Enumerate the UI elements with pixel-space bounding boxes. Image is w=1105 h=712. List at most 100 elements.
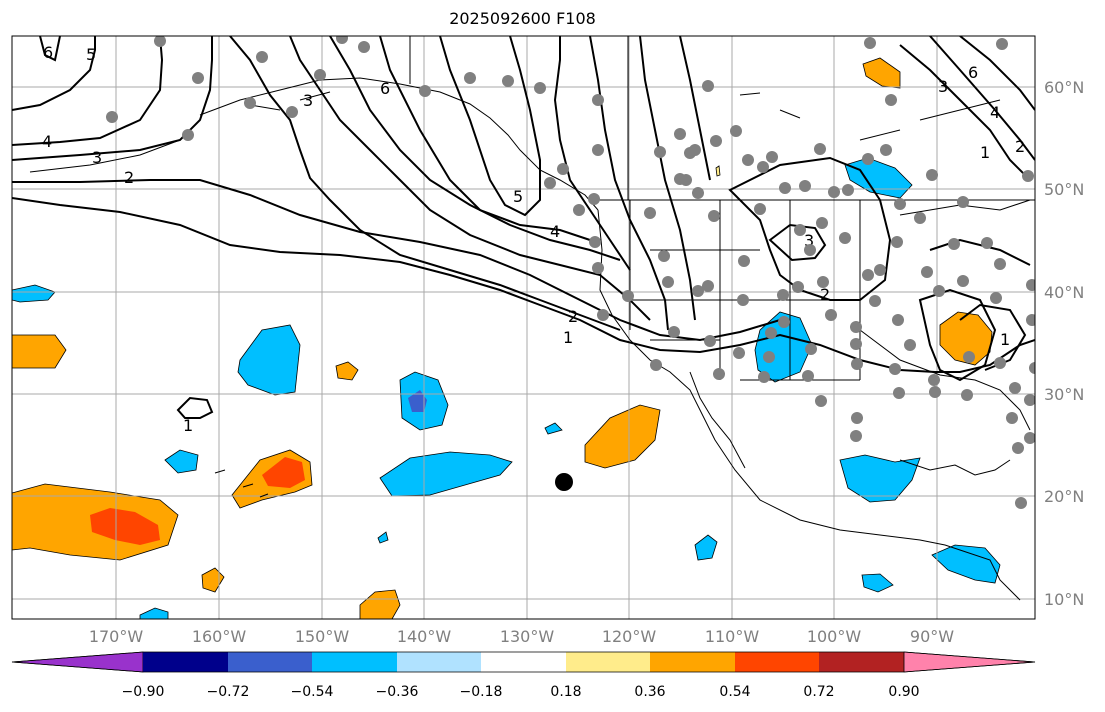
colorbar-segment (312, 652, 397, 672)
station-dot (244, 97, 256, 109)
station-dot (779, 182, 791, 194)
station-dot (704, 335, 716, 347)
station-dot (713, 368, 725, 380)
station-dot (674, 128, 686, 140)
station-dot (815, 395, 827, 407)
station-dot (816, 217, 828, 229)
station-dot (757, 161, 769, 173)
colorbar-segment (819, 652, 904, 672)
station-dot (850, 338, 862, 350)
contour-label: 6 (968, 63, 978, 82)
station-dot (182, 129, 194, 141)
colorbar-outline (11, 651, 1036, 673)
orange-blob (939, 311, 993, 366)
lon-label: 130°W (500, 627, 555, 646)
contour-lines (12, 36, 1035, 419)
station-dot (1009, 382, 1021, 394)
orange-blob (335, 361, 359, 381)
station-dot (850, 430, 862, 442)
station-dot (573, 204, 585, 216)
station-dot (592, 262, 604, 274)
station-dot (1012, 442, 1024, 454)
colorbar-tick-label: 0.36 (634, 684, 665, 700)
station-dot (557, 163, 569, 175)
station-dot (419, 85, 431, 97)
orange-blob (584, 404, 661, 469)
station-dot (842, 184, 854, 196)
contour-label: 4 (42, 132, 52, 151)
colorbar-tick-label: 0.54 (719, 684, 750, 700)
orange-blob (359, 589, 401, 619)
contour-label: 5 (86, 45, 96, 64)
contour-label: 6 (380, 79, 390, 98)
colorbar-tick-label: −0.90 (122, 684, 165, 700)
station-dot (592, 94, 604, 106)
station-dot (692, 187, 704, 199)
map-title: 2025092600 F108 (449, 9, 596, 28)
station-dot (904, 339, 916, 351)
station-dot (961, 389, 973, 401)
station-dot (1006, 412, 1018, 424)
station-dot (668, 326, 680, 338)
contour-labels: 6 5 4 3 2 1 6 5 4 3 2 1 3 2 1 6 3 4 2 1 (42, 43, 1025, 435)
station-dot (778, 316, 790, 328)
station-markers (106, 36, 1035, 509)
station-dot (850, 321, 862, 333)
station-dot (880, 144, 892, 156)
station-dot (839, 232, 851, 244)
colorbar-segment (903, 651, 1036, 673)
station-dot (192, 72, 204, 84)
station-dot (929, 386, 941, 398)
colorbar-tick-label: −0.72 (207, 684, 250, 700)
station-dot (662, 276, 674, 288)
map-frame (11, 35, 1036, 620)
station-dot (644, 207, 656, 219)
lon-label: 100°W (807, 627, 862, 646)
station-dot (928, 374, 940, 386)
blue-blob (839, 454, 921, 503)
station-dot (502, 75, 514, 87)
station-dot (828, 186, 840, 198)
station-dot (680, 174, 692, 186)
station-dot (864, 37, 876, 49)
lon-label: 140°W (397, 627, 452, 646)
station-dot (891, 236, 903, 248)
station-dot (794, 224, 806, 236)
station-dot (825, 309, 837, 321)
station-dot (914, 212, 926, 224)
station-dot (894, 198, 906, 210)
colorbar-segment (143, 652, 228, 672)
colorbar-tick-label: 0.18 (550, 684, 581, 700)
colorbar-tick-label: −0.36 (376, 684, 419, 700)
station-dot (758, 371, 770, 383)
contour-label: 1 (1000, 330, 1010, 349)
colorbar-segment (650, 652, 735, 672)
station-dot (106, 111, 118, 123)
lat-label: 40°N (1044, 283, 1084, 302)
station-dot (792, 281, 804, 293)
station-dot (658, 250, 670, 262)
blue-blob (139, 607, 169, 619)
orange-blob (12, 334, 67, 369)
station-dot (957, 275, 969, 287)
station-dot (1022, 170, 1034, 182)
station-dot (817, 276, 829, 288)
lon-label: 160°W (192, 627, 247, 646)
station-dot (622, 290, 634, 302)
orange-blob (862, 57, 901, 89)
station-dot (1024, 432, 1035, 444)
station-dot (926, 169, 938, 181)
station-dot (763, 351, 775, 363)
contour-label: 6 (43, 43, 53, 62)
station-dot (851, 412, 863, 424)
station-dot (733, 347, 745, 359)
colorbar-tick-label: 0.72 (803, 684, 834, 700)
station-dot (534, 82, 546, 94)
station-dot (948, 238, 960, 250)
map-panel: 6 5 4 3 2 1 6 5 4 3 2 1 3 2 1 6 3 4 2 1 (12, 36, 1035, 619)
contour-label: 3 (938, 77, 948, 96)
station-dot (981, 237, 993, 249)
station-dot (990, 292, 1002, 304)
blue-blob (694, 534, 718, 561)
